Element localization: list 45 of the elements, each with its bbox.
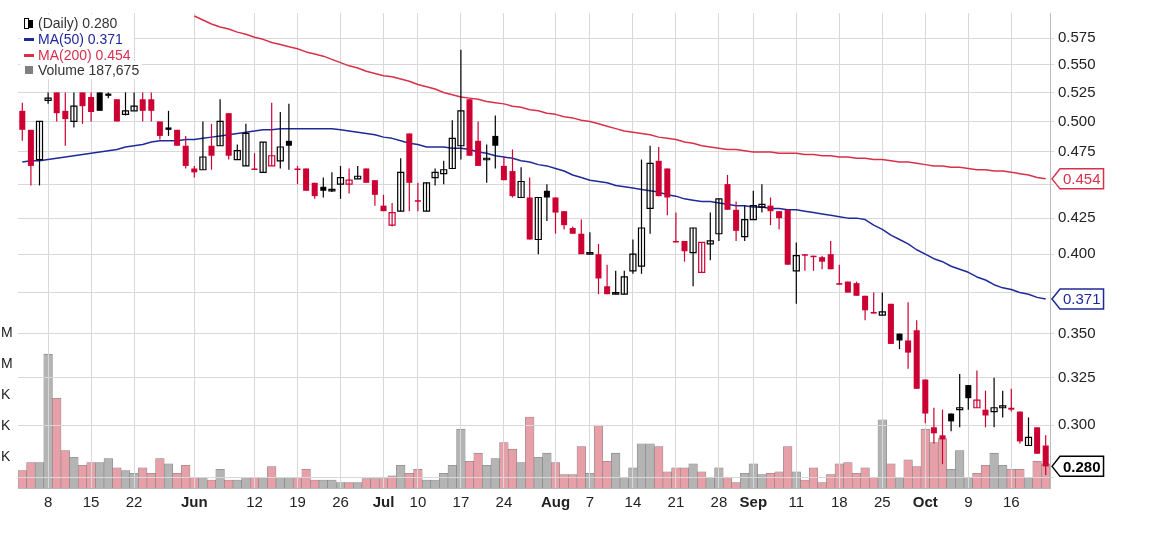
x-tick-label: 25 bbox=[873, 493, 891, 511]
y-tick-label: 0.550 bbox=[1058, 54, 1096, 72]
x-tick-label: 9 bbox=[964, 493, 973, 511]
legend-label: MA(50) 0.371 bbox=[38, 31, 123, 47]
data-label: 0.454 bbox=[1063, 170, 1101, 188]
x-tick-label: 16 bbox=[1002, 493, 1020, 511]
y-tick-label: 0.575 bbox=[1058, 28, 1096, 46]
y-tick-label: 0.500 bbox=[1058, 111, 1096, 129]
text: Volume 187,675 bbox=[38, 62, 140, 78]
y-tick-label: 0.325 bbox=[1058, 367, 1096, 385]
x-tick-label: 26 bbox=[332, 493, 349, 511]
x-tick-label: 10 bbox=[409, 493, 427, 511]
x-tick-label: 12 bbox=[246, 493, 263, 511]
x-tick-label: 18 bbox=[830, 493, 848, 511]
text: M bbox=[1, 323, 13, 340]
y-tick-label: 0.475 bbox=[1058, 142, 1096, 160]
text: K bbox=[1, 416, 11, 433]
legend-label: (Daily) 0.280 bbox=[38, 15, 118, 31]
x-tick-label: 17 bbox=[452, 493, 470, 511]
text: 0.280 bbox=[1063, 457, 1101, 475]
y-tick-label: 0.300 bbox=[1058, 415, 1096, 433]
x-tick-label: 14 bbox=[624, 493, 642, 511]
x-tick-label: Jun bbox=[180, 493, 208, 511]
legend-label: MA(200) 0.454 bbox=[38, 47, 131, 63]
x-tick-label: 24 bbox=[495, 493, 513, 511]
x-tick-label: 11 bbox=[788, 493, 805, 511]
x-tick-label: 15 bbox=[82, 493, 100, 511]
y-tick-label: 0.400 bbox=[1058, 244, 1096, 262]
x-tick-label: Sep bbox=[739, 493, 768, 511]
x-tick-label: Jul bbox=[372, 493, 395, 511]
y-tick-label: 0.525 bbox=[1058, 82, 1096, 100]
x-tick-label: 28 bbox=[710, 493, 728, 511]
x-tick-label: 19 bbox=[289, 493, 306, 511]
x-tick-label: Aug bbox=[540, 493, 571, 511]
text: M bbox=[1, 354, 13, 371]
y-tick-label: 0.350 bbox=[1058, 323, 1096, 341]
x-tick-label: 7 bbox=[585, 493, 595, 511]
data-label: 0.371 bbox=[1063, 290, 1101, 308]
x-tick-label: 22 bbox=[125, 493, 143, 511]
text: K bbox=[1, 385, 11, 402]
text: K bbox=[1, 447, 11, 464]
x-tick-label: 8 bbox=[43, 493, 53, 511]
y-tick-label: 0.425 bbox=[1058, 208, 1096, 226]
x-tick-label: 21 bbox=[667, 493, 685, 511]
x-tick-label: Oct bbox=[912, 493, 938, 511]
